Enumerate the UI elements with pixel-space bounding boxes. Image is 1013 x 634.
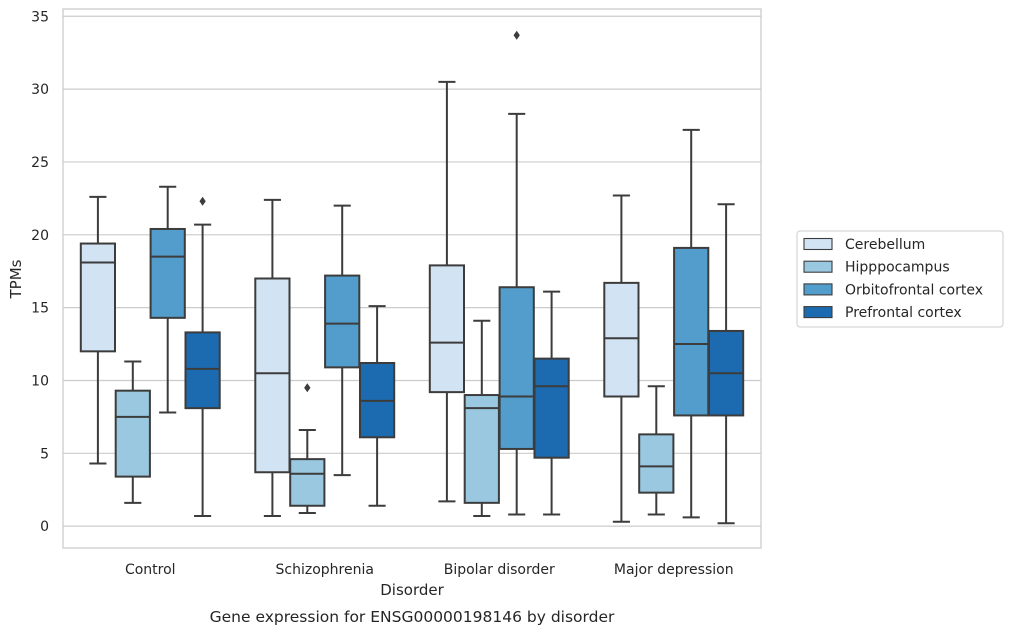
iqr-box xyxy=(149,227,186,319)
iqr-box xyxy=(114,389,151,478)
legend: Cerebellum Hipppocampus Orbitofrontal cort… xyxy=(796,230,1004,328)
iqr-box xyxy=(498,286,535,450)
legend-swatch xyxy=(803,260,833,273)
x-tick-label: Bipolar disorder xyxy=(444,562,555,578)
x-tick-label: Control xyxy=(125,562,176,578)
iqr-box xyxy=(533,357,570,459)
legend-swatch xyxy=(803,306,833,319)
box-hipppocampus xyxy=(289,383,326,515)
y-tick-label: 15 xyxy=(31,301,49,317)
y-tick-labels: 0 5 10 15 20 25 30 35 xyxy=(31,9,49,535)
iqr-box xyxy=(673,246,710,417)
iqr-box xyxy=(254,277,291,474)
box-hipppocampus xyxy=(638,385,675,516)
y-tick-label: 5 xyxy=(40,446,49,462)
box-orbitofrontal-cortex xyxy=(324,204,361,477)
box-cerebellum xyxy=(79,195,117,465)
legend-swatch xyxy=(803,237,833,251)
boxplot-series xyxy=(79,30,745,525)
box-prefrontal-cortex xyxy=(533,290,570,516)
legend-label: Cerebellum xyxy=(845,237,925,253)
iqr-box xyxy=(289,458,326,507)
iqr-box xyxy=(463,394,500,504)
box-cerebellum xyxy=(603,194,640,523)
y-tick-label: 25 xyxy=(31,155,49,171)
iqr-box xyxy=(324,274,361,369)
legend-label: Orbitofrontal cortex xyxy=(845,282,983,298)
iqr-box xyxy=(79,242,117,353)
y-axis-title: TPMs xyxy=(7,259,25,299)
outlier-point xyxy=(199,196,206,206)
box-cerebellum xyxy=(254,198,291,517)
box-cerebellum xyxy=(428,80,466,503)
x-tick-label: Schizophrenia xyxy=(276,562,374,578)
iqr-box xyxy=(428,264,466,394)
legend-label: Hipppocampus xyxy=(845,260,950,276)
plot-area-frame xyxy=(62,8,762,549)
box-prefrontal-cortex xyxy=(184,196,221,517)
x-tick-labels: Control Schizophrenia Bipolar disorder Majo… xyxy=(125,562,734,578)
box-hipppocampus xyxy=(463,319,500,517)
y-tick-label: 20 xyxy=(31,228,49,244)
outlier-point xyxy=(304,383,311,393)
y-tick-label: 35 xyxy=(31,9,49,25)
iqr-box xyxy=(603,281,640,398)
legend-label: Prefrontal cortex xyxy=(845,305,962,321)
box-orbitofrontal-cortex xyxy=(673,128,710,519)
box-prefrontal-cortex xyxy=(707,203,745,525)
x-axis-title: Disorder xyxy=(380,581,444,599)
iqr-box xyxy=(638,433,675,494)
legend-frame xyxy=(796,230,1004,328)
figure-caption: Gene expression for ENSG00000198146 by d… xyxy=(210,608,615,626)
outlier-point xyxy=(513,30,520,40)
y-tick-label: 0 xyxy=(40,519,49,535)
box-hipppocampus xyxy=(114,360,151,504)
iqr-box xyxy=(184,331,221,410)
legend-swatch xyxy=(803,283,833,296)
x-tick-label: Major depression xyxy=(614,562,734,578)
box-orbitofrontal-cortex xyxy=(149,185,186,414)
y-tick-label: 30 xyxy=(31,82,49,98)
box-prefrontal-cortex xyxy=(358,305,396,507)
box-orbitofrontal-cortex xyxy=(498,30,535,516)
y-tick-label: 10 xyxy=(31,373,49,389)
